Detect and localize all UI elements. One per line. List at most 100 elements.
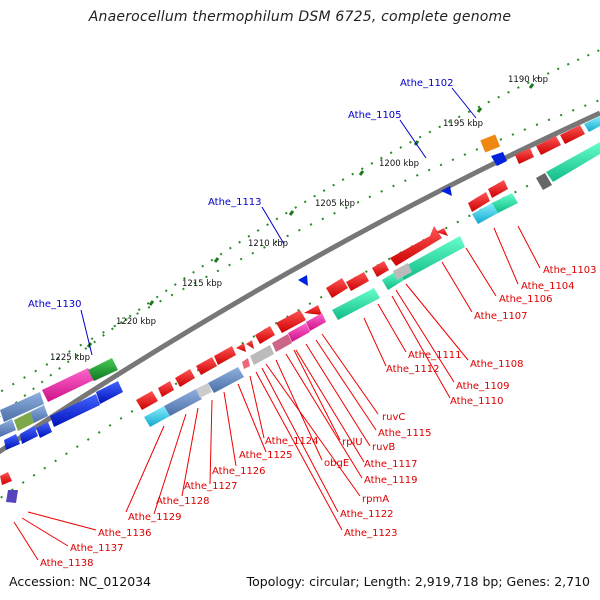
gene-label-athe-1138: Athe_1138: [40, 558, 94, 569]
gene-marker: [298, 275, 308, 286]
scale-tick: [358, 170, 365, 176]
forward-strand-guide: [0, 99, 600, 394]
gene-label-ruvc: ruvC: [382, 412, 405, 423]
gene-block: [164, 389, 202, 416]
gene-block: [306, 313, 326, 331]
gene-block: [88, 358, 118, 381]
callout-line: [517, 225, 541, 269]
gene-label-athe-1110: Athe_1110: [450, 396, 504, 407]
gene-block: [158, 381, 174, 397]
gene-block: [50, 394, 100, 427]
scale-tick: [413, 140, 420, 146]
callout-line: [153, 413, 187, 515]
gene-block: [246, 340, 254, 349]
gene-block: [346, 272, 369, 291]
gene-block: [536, 136, 561, 155]
gene-label-athe-1103: Athe_1103: [543, 265, 597, 276]
scale-tick: [476, 107, 483, 113]
gene-block: [472, 203, 498, 224]
callout-line: [395, 289, 455, 383]
gene-block: [14, 412, 34, 431]
blue-callout-labels: Athe_1102 Athe_1105 Athe_1113 Athe_1130: [28, 78, 454, 310]
scale-label: 1210 kbp: [248, 239, 288, 249]
gene-block: [255, 326, 275, 344]
callout-line: [363, 317, 387, 367]
callout-line: [465, 247, 497, 297]
gene-label-athe-1102: Athe_1102: [400, 78, 454, 89]
callout-line: [377, 303, 407, 353]
gene-block: [96, 381, 123, 404]
callout-line: [293, 349, 341, 441]
callout-line: [451, 87, 477, 119]
gene-block: [326, 278, 348, 298]
gene-label-athe-1111: Athe_1111: [408, 350, 462, 361]
gene-label-athe-1137: Athe_1137: [70, 543, 124, 554]
gene-block: [6, 490, 18, 503]
scale-label: 1225 kbp: [50, 353, 90, 363]
gene-label-athe-1136: Athe_1136: [98, 528, 152, 539]
callout-line: [249, 375, 265, 439]
gene-label-athe-1126: Athe_1126: [212, 466, 266, 477]
gene-block: [546, 142, 600, 182]
gene-label-athe-1109: Athe_1109: [456, 381, 510, 392]
callout-line: [265, 363, 361, 497]
gene-label-athe-1104: Athe_1104: [521, 281, 575, 292]
scale-tick: [288, 210, 295, 216]
scale-tick: [213, 257, 220, 263]
forward-strand-genes: [0, 116, 600, 422]
callout-line: [261, 206, 285, 245]
callout-line: [399, 119, 427, 159]
callout-line: [295, 349, 365, 463]
gene-block: [398, 236, 465, 280]
scale-tick: [528, 83, 535, 89]
gene-block: [436, 228, 448, 236]
gene-label-athe-1124: Athe_1124: [265, 436, 319, 447]
gene-label-athe-1112: Athe_1112: [386, 364, 440, 375]
callout-line: [261, 367, 339, 513]
gene-label-rplu: rplU: [342, 437, 363, 448]
gene-label-athe-1108: Athe_1108: [470, 359, 524, 370]
gene-label-athe-1127: Athe_1127: [184, 481, 238, 492]
genome-summary-text: Topology: circular; Length: 2,919,718 bp…: [246, 574, 590, 589]
gene-block: [36, 422, 52, 438]
gene-marker: [491, 152, 507, 166]
gene-block: [0, 392, 44, 422]
gene-block: [560, 125, 585, 144]
gene-block: [42, 368, 96, 402]
gene-block: [144, 406, 170, 427]
gene-label-athe-1115: Athe_1115: [378, 428, 432, 439]
gene-block: [515, 148, 534, 164]
scale-ring: [0, 49, 600, 418]
gene-block: [390, 226, 442, 266]
gene-label-athe-1122: Athe_1122: [340, 509, 394, 520]
gene-block: [372, 261, 389, 277]
callout-line: [237, 383, 267, 453]
genome-backbone: [0, 110, 600, 455]
map-title: Anaerocellum thermophilum DSM 6725, comp…: [88, 9, 512, 25]
scale-label: 1205 kbp: [315, 199, 355, 209]
gene-block: [175, 369, 195, 387]
callout-line: [315, 339, 377, 431]
scale-tick: [148, 300, 155, 306]
outer-features: [298, 134, 507, 286]
gene-label-athe-1117: Athe_1117: [364, 459, 418, 470]
callout-line: [21, 517, 69, 547]
gene-label-rpma: rpmA: [362, 494, 389, 505]
gene-block: [242, 358, 250, 369]
gene-block: [0, 472, 12, 485]
callout-line: [493, 227, 519, 285]
callout-line: [255, 371, 343, 531]
red-callout-labels: Athe_1103 Athe_1104 Athe_1106 Athe_1107 …: [40, 265, 597, 569]
gene-block: [196, 383, 212, 398]
gene-block: [492, 193, 518, 213]
callout-line: [80, 309, 93, 356]
gene-label-athe-1113: Athe_1113: [208, 197, 262, 208]
gene-label-athe-1128: Athe_1128: [156, 496, 210, 507]
gene-block: [20, 426, 38, 444]
gene-label-athe-1123: Athe_1123: [344, 528, 398, 539]
gene-block: [4, 434, 20, 450]
callout-line: [285, 353, 363, 479]
gene-athe-1102-box: [480, 134, 501, 153]
callout-line: [391, 295, 451, 399]
